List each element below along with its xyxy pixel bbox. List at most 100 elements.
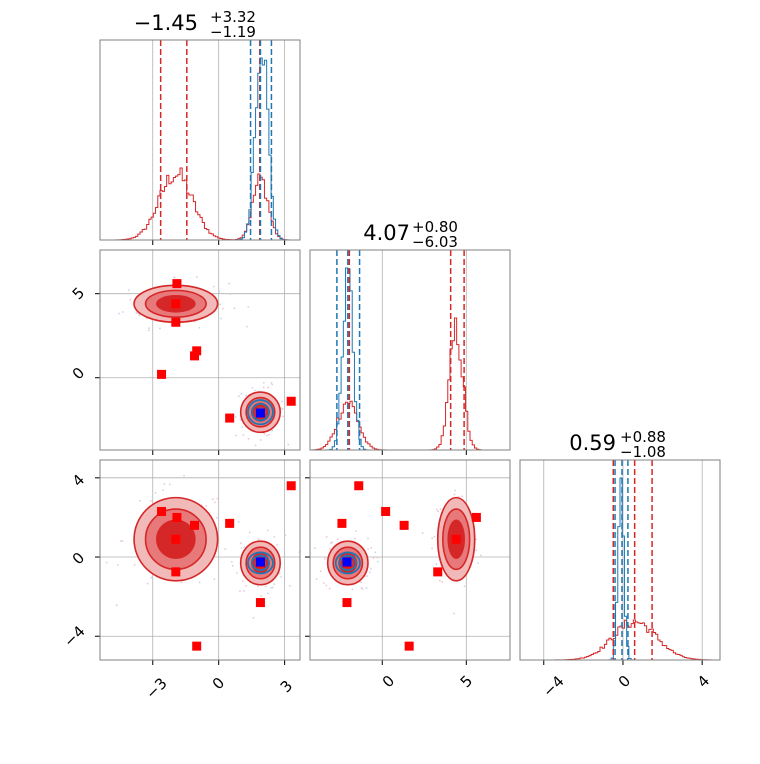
sample-point bbox=[329, 548, 331, 550]
red-point-marker bbox=[171, 567, 181, 577]
sample-point bbox=[351, 588, 354, 591]
sample-point bbox=[248, 531, 251, 534]
sample-point bbox=[313, 547, 316, 550]
sample-point bbox=[370, 568, 372, 570]
blue-histogram bbox=[520, 477, 720, 660]
sample-point bbox=[253, 389, 256, 392]
sample-point bbox=[361, 588, 364, 591]
sample-point bbox=[247, 437, 250, 440]
sample-point bbox=[159, 327, 161, 330]
sample-point bbox=[374, 551, 377, 554]
sample-point bbox=[115, 604, 118, 607]
blue-contour bbox=[247, 399, 274, 426]
sample-point bbox=[319, 570, 322, 573]
panel-1-0 bbox=[95, 249, 301, 456]
x-tick-label: 0 bbox=[209, 674, 228, 693]
sample-point bbox=[336, 538, 339, 541]
sample-point bbox=[360, 586, 363, 589]
sample-point bbox=[435, 508, 438, 511]
sample-point bbox=[224, 548, 227, 551]
blue-point-marker bbox=[255, 408, 265, 418]
sample-point bbox=[243, 546, 246, 549]
sample-point bbox=[365, 587, 368, 589]
scatter-group bbox=[313, 481, 482, 651]
sample-point bbox=[438, 579, 441, 582]
sample-point bbox=[169, 483, 171, 486]
sample-point bbox=[198, 326, 201, 329]
red-point-marker bbox=[171, 299, 181, 309]
sample-point bbox=[238, 590, 241, 593]
blue-contour bbox=[338, 554, 358, 572]
sample-point bbox=[233, 307, 236, 310]
sample-point bbox=[267, 386, 269, 389]
panel-frame bbox=[99, 249, 301, 451]
blue-point-marker bbox=[342, 557, 352, 567]
red-point-marker bbox=[255, 598, 265, 608]
sample-point bbox=[198, 581, 201, 584]
panel-frame bbox=[309, 459, 511, 661]
sample-point bbox=[421, 532, 424, 535]
sample-point bbox=[315, 578, 318, 580]
sample-point bbox=[257, 538, 260, 541]
sample-point bbox=[477, 562, 479, 565]
sample-point bbox=[215, 516, 218, 519]
sample-point bbox=[239, 542, 242, 545]
sample-point bbox=[479, 554, 482, 557]
sample-point bbox=[260, 595, 263, 597]
y-tick-label: 4 bbox=[69, 471, 88, 490]
sample-point bbox=[454, 489, 457, 492]
red-point-marker bbox=[192, 346, 202, 356]
title-p3-upper: +0.88 bbox=[620, 428, 666, 446]
red-histogram bbox=[100, 167, 300, 240]
red-point-marker bbox=[381, 506, 391, 516]
sample-point bbox=[241, 580, 244, 582]
sample-point bbox=[213, 578, 216, 581]
red-point-marker bbox=[172, 512, 182, 522]
sample-point bbox=[367, 548, 370, 550]
panel-0-0 bbox=[99, 39, 301, 245]
sample-point bbox=[354, 537, 356, 540]
red-point-marker bbox=[399, 520, 409, 530]
x-ticks-p2: 0 5 bbox=[379, 672, 476, 691]
sample-point bbox=[273, 535, 276, 538]
red-histogram bbox=[310, 317, 510, 450]
sample-point bbox=[370, 547, 373, 549]
sample-point bbox=[231, 564, 234, 567]
sample-point bbox=[331, 541, 334, 544]
title-p3: 0.59 +0.88 −1.08 bbox=[569, 428, 666, 461]
sample-point bbox=[216, 497, 219, 500]
sample-point bbox=[247, 454, 249, 456]
y-tick-label: 5 bbox=[69, 284, 88, 303]
blue-histogram bbox=[310, 267, 510, 450]
hist-group bbox=[310, 250, 510, 450]
title-p3-value: 0.59 bbox=[569, 431, 616, 455]
sample-point bbox=[217, 321, 220, 324]
sample-point bbox=[325, 535, 328, 538]
sample-point bbox=[271, 383, 274, 386]
x-tick-label: 4 bbox=[694, 672, 713, 691]
sample-point bbox=[254, 444, 257, 447]
blue-contour bbox=[250, 402, 270, 422]
sample-point bbox=[133, 564, 136, 566]
sample-point bbox=[228, 282, 231, 285]
blue-contour bbox=[334, 551, 361, 575]
sample-point bbox=[213, 285, 215, 288]
sample-point bbox=[262, 381, 265, 384]
title-p1-upper: +3.32 bbox=[210, 8, 256, 26]
title-p2-lower: −6.03 bbox=[412, 233, 458, 251]
hist-group bbox=[520, 460, 720, 660]
sample-point bbox=[265, 434, 268, 437]
title-p2-upper: +0.80 bbox=[412, 218, 458, 236]
sample-point bbox=[205, 504, 208, 507]
sample-point bbox=[154, 491, 157, 494]
sample-point bbox=[324, 557, 326, 560]
title-p1-value: −1.45 bbox=[134, 11, 198, 35]
panel-2-1 bbox=[305, 459, 511, 665]
red-point-marker bbox=[354, 481, 364, 491]
sample-point bbox=[367, 537, 369, 540]
panel-2-0 bbox=[95, 459, 301, 665]
red-point-marker bbox=[225, 518, 235, 528]
sample-point bbox=[162, 489, 165, 492]
red-point-marker bbox=[225, 413, 235, 423]
y-ticks-p2: 0 5 bbox=[69, 284, 88, 383]
